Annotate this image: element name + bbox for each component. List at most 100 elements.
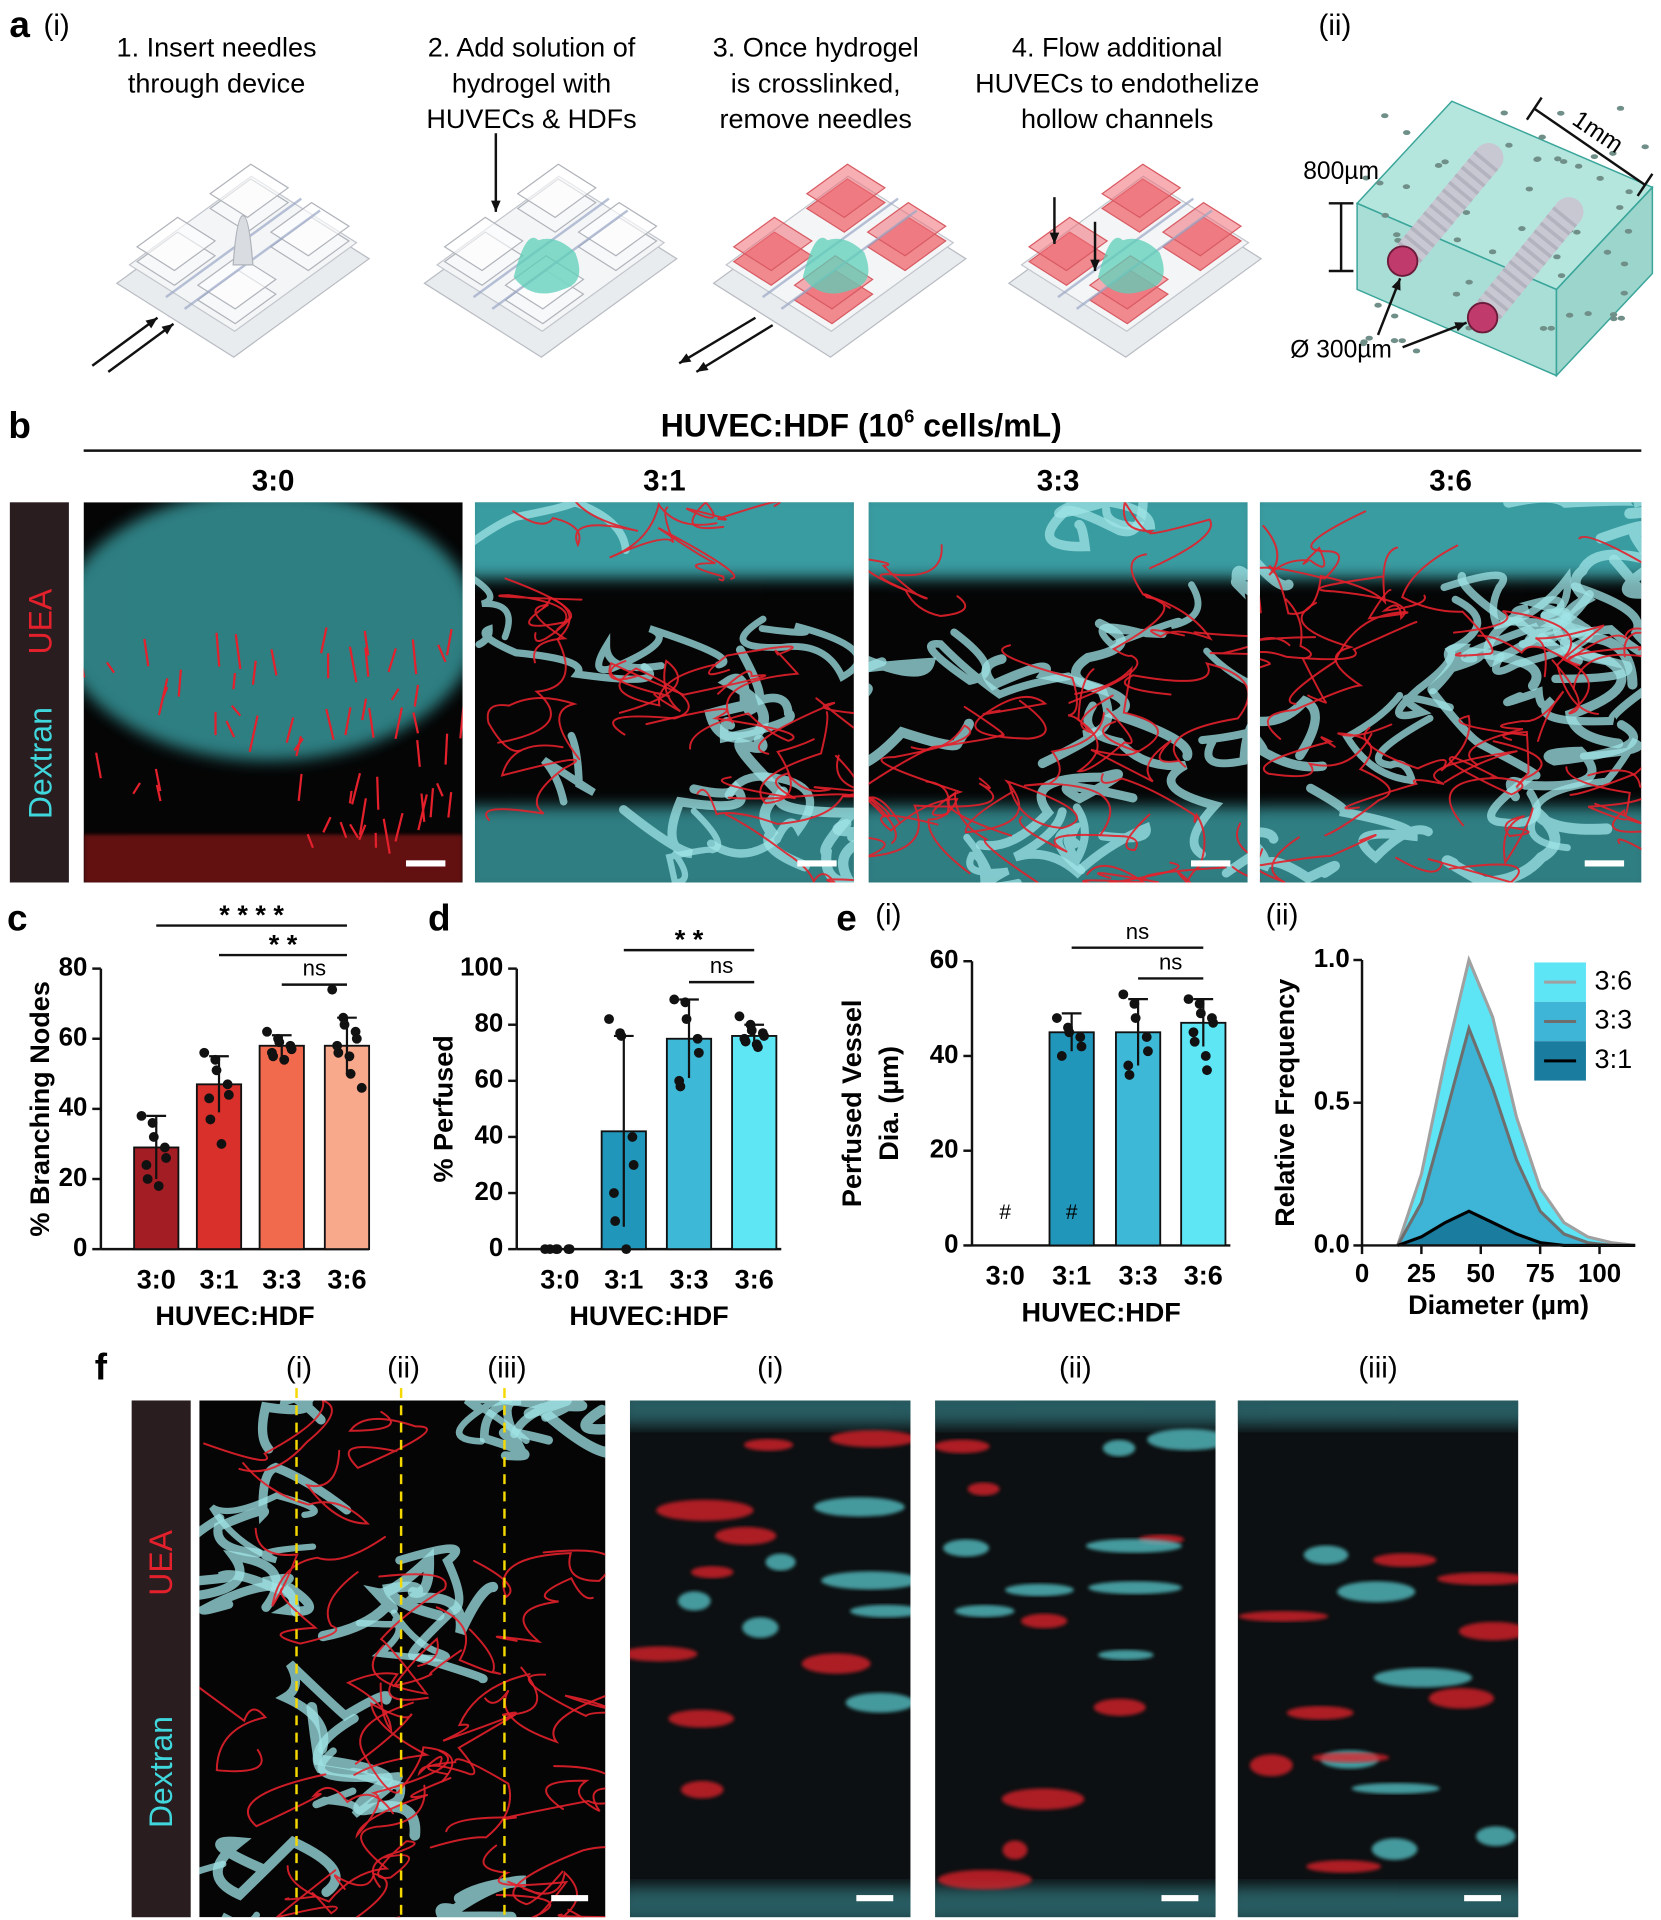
- vessel: [1617, 838, 1642, 851]
- vessel: [436, 782, 444, 797]
- vessel: [1259, 834, 1377, 883]
- channel-tube-edge: [1391, 148, 1501, 271]
- vessel-section: [1020, 1613, 1068, 1629]
- y-tick-label: 0: [489, 1234, 503, 1262]
- significance-label: * *: [675, 925, 704, 955]
- data-point: [545, 1244, 555, 1255]
- vessel: [1344, 750, 1518, 810]
- cell: [1393, 232, 1401, 238]
- y-tick-label: 0.0: [1314, 1230, 1350, 1258]
- vessel: [1074, 665, 1159, 753]
- data-point: [210, 1054, 221, 1065]
- y-tick-label: 60: [59, 1024, 88, 1052]
- vessel-section: [1458, 1621, 1519, 1641]
- micrograph: [629, 1400, 911, 1918]
- vessel: [351, 772, 362, 805]
- vessel: [696, 754, 854, 825]
- column-label: 3:3: [1037, 464, 1080, 497]
- cell: [1574, 163, 1583, 169]
- cell: [1539, 325, 1548, 331]
- arrow: [107, 322, 175, 373]
- vessel: [1527, 737, 1642, 852]
- legend-label: 3:1: [1595, 1044, 1633, 1074]
- vessel-section: [1373, 1553, 1437, 1567]
- vessel: [417, 1713, 517, 1777]
- gel-edge: [935, 1400, 1216, 1426]
- x-tick-label: 3:0: [986, 1261, 1025, 1291]
- cell: [1434, 163, 1443, 168]
- vessel: [203, 1400, 333, 1473]
- vessel: [232, 672, 237, 690]
- x-tick-label: 3:6: [1184, 1261, 1223, 1291]
- hydrogel: [802, 237, 869, 294]
- y-axis-title: % Perfused: [429, 1035, 459, 1182]
- vessel: [484, 1689, 606, 1744]
- cell: [1554, 156, 1562, 162]
- vessel-section: [656, 1499, 754, 1521]
- hydrogel: [513, 237, 580, 294]
- vessel: [1288, 589, 1409, 705]
- vessel: [382, 1581, 499, 1636]
- cell: [1381, 113, 1389, 119]
- arrow-head: [161, 323, 174, 335]
- vessel: [1537, 582, 1642, 658]
- vessel: [1324, 723, 1393, 837]
- well-rim: [866, 201, 947, 257]
- cell: [1412, 348, 1421, 354]
- data-point: [159, 1142, 170, 1153]
- vessel: [1259, 636, 1317, 669]
- vessel: [320, 627, 328, 654]
- x-tick-label: 100: [1578, 1260, 1621, 1288]
- vessel: [832, 818, 854, 842]
- data-point: [268, 1051, 279, 1062]
- vessel: [1262, 732, 1373, 778]
- vessel: [868, 777, 995, 858]
- vessel: [427, 1758, 512, 1849]
- vessel-section: [829, 1430, 911, 1448]
- vessel-section: [1303, 1545, 1349, 1565]
- vessel: [1090, 739, 1180, 783]
- cell: [1452, 291, 1461, 297]
- cut-label: (ii): [387, 1352, 420, 1385]
- y-axis-title: % Branching Nodes: [25, 981, 55, 1236]
- arrow: [678, 316, 757, 365]
- y-tick-label: 80: [59, 953, 88, 981]
- vessel-section: [1002, 1840, 1028, 1860]
- vessel: [868, 705, 1005, 844]
- vessel: [359, 1701, 454, 1794]
- well-rim: [209, 163, 290, 219]
- step-text: is crosslinked,: [731, 68, 901, 98]
- y-tick-label: 1.0: [1314, 945, 1350, 973]
- vessel: [706, 772, 815, 858]
- vessel: [358, 798, 367, 836]
- cell: [1559, 159, 1568, 165]
- x-tick-label: 3:1: [604, 1264, 643, 1294]
- vessel: [447, 792, 453, 818]
- cell: [1403, 130, 1411, 136]
- vessel: [437, 644, 447, 663]
- x-axis-title: Diameter (µm): [1408, 1290, 1589, 1320]
- arrow-head: [1090, 259, 1100, 271]
- micrograph: [1259, 502, 1642, 883]
- x-axis-title: HUVEC:HDF: [1022, 1297, 1181, 1327]
- sub-label: (i): [43, 9, 69, 42]
- vessel: [485, 744, 577, 821]
- data-point: [351, 1033, 362, 1044]
- vessel-section: [715, 1526, 777, 1545]
- bar: [731, 1035, 778, 1251]
- vessel: [364, 647, 370, 677]
- stain-bar: [131, 1400, 191, 1918]
- dextran-band: [474, 502, 854, 579]
- vessel: [1342, 691, 1434, 785]
- y-axis-title: Dia. (µm): [874, 1046, 904, 1161]
- arrow: [91, 316, 159, 367]
- vessel: [1044, 502, 1148, 552]
- cell: [1390, 313, 1399, 319]
- vessel: [527, 1673, 606, 1718]
- gel-edge: [83, 834, 463, 883]
- vessel: [1441, 806, 1613, 883]
- column-label: 3:0: [252, 464, 295, 497]
- vessel: [1448, 755, 1524, 827]
- vessel: [345, 1672, 429, 1733]
- step-text: 3. Once hydrogel: [713, 33, 919, 63]
